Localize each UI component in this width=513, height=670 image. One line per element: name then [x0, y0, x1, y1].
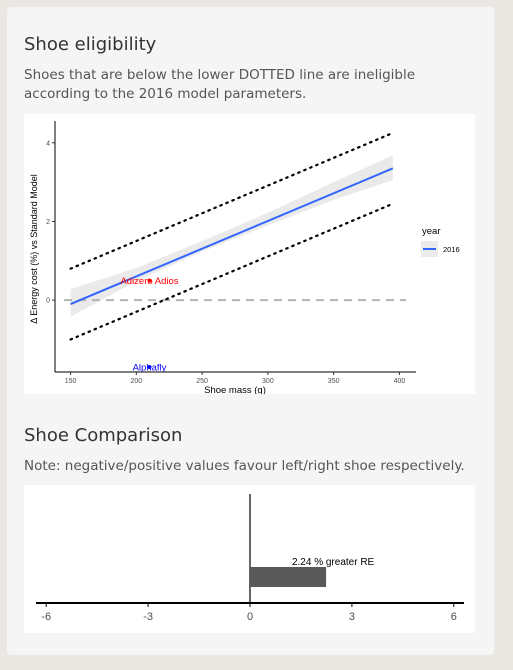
- x-tick-label-250: 250: [196, 378, 208, 385]
- y-tick-label-4: 4: [46, 140, 50, 147]
- point-adizero-adios: [147, 278, 152, 283]
- point-label-alphafly: Alphafly: [133, 363, 167, 374]
- x-tick-label--6: -6: [41, 611, 51, 623]
- x-tick-label-350: 350: [328, 378, 340, 385]
- x-tick-label--3: -3: [143, 611, 153, 623]
- eligibility-description: Shoes that are below the lower DOTTED li…: [24, 67, 416, 102]
- y-tick-label-0: 0: [46, 298, 50, 305]
- legend-entry-2016: 2016: [443, 245, 460, 254]
- x-tick-label-300: 300: [262, 378, 274, 385]
- eligibility-chart: Adizero Adios Alphafly 150 200 250 300 350 400 0…: [24, 114, 475, 396]
- x-tick-label-200: 200: [131, 378, 143, 385]
- point-alphafly: [147, 365, 152, 370]
- comparison-chart-svg: 2.24 % greater RE -6 -3 0 3 6: [36, 494, 464, 623]
- x-tick-label-6: 6: [451, 611, 457, 623]
- y-axis-label: Δ Energy cost (%) vs Standard Model: [29, 174, 39, 324]
- legend-title: year: [422, 226, 440, 237]
- fit-line-2016: [70, 167, 394, 306]
- x-tick-label-400: 400: [394, 378, 406, 385]
- point-label-adizero-adios: Adizero Adios: [120, 276, 178, 287]
- x-tick-label-150: 150: [65, 378, 77, 385]
- comparison-chart: 2.24 % greater RE -6 -3 0 3 6: [24, 485, 475, 633]
- comparison-title: Shoe Comparison: [24, 425, 183, 446]
- x-tick-label-3: 3: [349, 611, 355, 623]
- comparison-bar-0: [250, 567, 327, 587]
- eligibility-chart-svg: Adizero Adios Alphafly 150 200 250 300 350 400 0…: [29, 121, 460, 396]
- lower-dotted-line: [69, 202, 394, 341]
- upper-dotted-line: [69, 131, 394, 270]
- eligibility-title: Shoe eligibility: [24, 34, 157, 55]
- x-tick-label-0: 0: [247, 611, 253, 623]
- comparison-note: Note: negative/positive values favour le…: [24, 458, 465, 474]
- y-tick-label-2: 2: [46, 219, 50, 226]
- x-axis-label: Shoe mass (g): [204, 385, 266, 394]
- bar-annotation: 2.24 % greater RE: [292, 557, 375, 568]
